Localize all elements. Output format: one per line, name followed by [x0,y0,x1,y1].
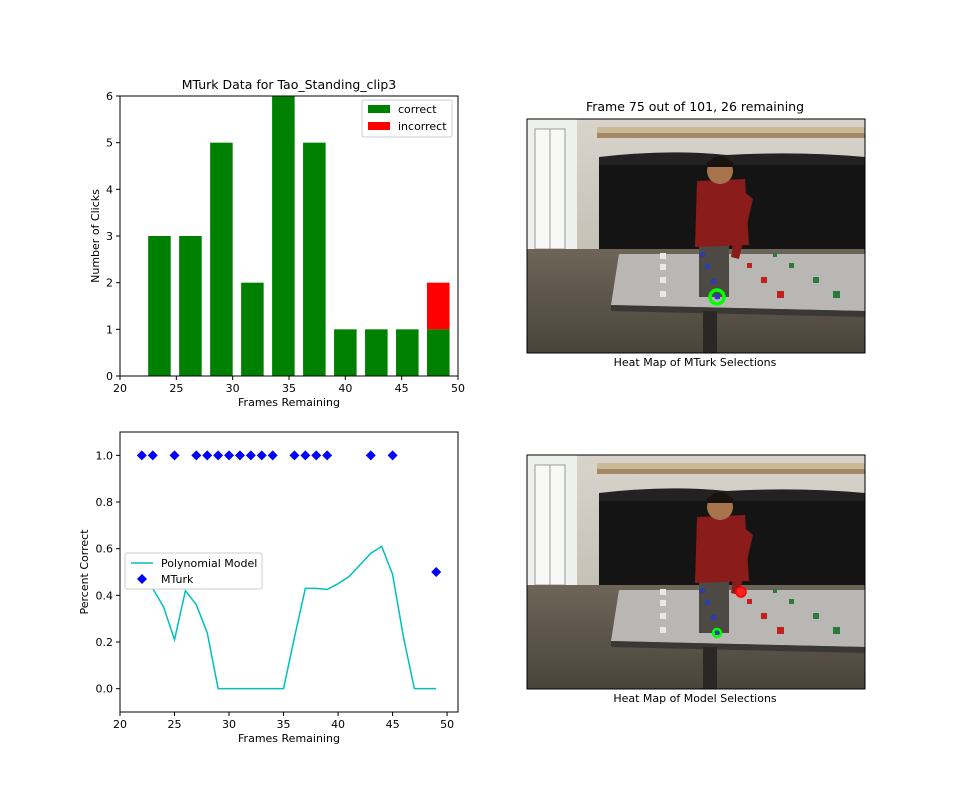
mturk-heatmap-panel: Frame 75 out of 101, 26 remaining Heat M… [526,99,866,369]
bar-chart-title: MTurk Data for Tao_Standing_clip3 [182,77,397,92]
y-tick-label: 3 [106,230,113,243]
model-selection-marker-green [711,627,723,639]
legend-label-mturk: MTurk [161,573,194,586]
mturk-point [267,450,278,461]
mturk-point [147,450,158,461]
x-tick-label: 35 [277,718,291,731]
x-tick-label: 50 [451,382,465,395]
frame-title: Frame 75 out of 101, 26 remaining [586,99,804,114]
bar-correct-0 [148,236,171,376]
legend-label-incorrect: incorrect [398,120,447,133]
bar-correct-8 [396,329,419,376]
video-frame-image [526,118,866,354]
x-tick-label: 45 [386,718,400,731]
mturk-point [289,450,300,461]
bar-correct-6 [334,329,357,376]
video-frame-image-model [526,454,866,690]
y-tick-label: 0.6 [96,543,114,556]
x-tick-label: 25 [169,382,183,395]
y-tick-label: 0 [106,370,113,383]
mturk-point [322,450,333,461]
mturk-point [245,450,256,461]
x-tick-label: 40 [338,382,352,395]
x-tick-label: 40 [331,718,345,731]
y-tick-label: 6 [106,90,113,103]
legend-label-correct: correct [398,103,437,116]
mturk-point [387,450,398,461]
mturk-clicks-bar-chart: MTurk Data for Tao_Standing_clip3 20 25 30… [89,77,465,409]
bar-correct-3 [241,282,264,376]
mturk-selection-marker [708,288,726,306]
x-tick-label: 30 [222,718,236,731]
bar-correct-4 [272,96,295,376]
mturk-point [234,450,245,461]
mturk-image-frame [526,118,866,354]
mturk-point [202,450,213,461]
x-tick-label: 30 [226,382,240,395]
mturk-point [213,450,224,461]
bar-correct-1 [179,236,202,376]
x-tick-label: 45 [395,382,409,395]
legend-swatch-incorrect [368,122,390,130]
x-tick-label: 50 [440,718,454,731]
y-tick-label: 1.0 [96,449,114,462]
polynomial-model-line [141,545,437,690]
legend-swatch-correct [368,105,390,113]
y-tick-label: 0.8 [96,496,114,509]
mturk-point [224,450,235,461]
line-chart-xlabel: Frames Remaining [238,732,340,745]
mturk-point [191,450,202,461]
bar-correct-7 [365,329,388,376]
model-heatmap-panel: Heat Map of Model Selections [526,454,866,705]
mturk-point [300,450,311,461]
line-chart-ylabel: Percent Correct [78,529,91,615]
model-image-frame [526,454,866,690]
model-heatmap-caption: Heat Map of Model Selections [613,692,777,705]
y-tick-label: 5 [106,137,113,150]
legend-swatch-mturk [137,574,147,584]
x-tick-label: 35 [282,382,296,395]
bar-chart-xlabel: Frames Remaining [238,396,340,409]
mturk-point [256,450,267,461]
legend-label-polynomial: Polynomial Model [161,557,257,570]
mturk-point [431,567,442,577]
y-tick-label: 1 [106,323,113,336]
y-tick-label: 4 [106,183,113,196]
line-chart-legend: Polynomial Model MTurk [124,552,263,590]
y-tick-label: 0.4 [96,589,114,602]
x-tick-label: 25 [168,718,182,731]
bar-chart-legend: correct incorrect [361,99,453,138]
bar-correct-2 [210,142,233,376]
x-tick-label: 20 [113,382,127,395]
y-tick-label: 0.0 [96,683,114,696]
y-tick-label: 0.2 [96,636,114,649]
line-chart-frame [119,431,459,713]
y-tick-label: 2 [106,277,113,290]
bar-correct-9 [427,329,450,376]
mturk-point [365,450,376,461]
mturk-heatmap-caption: Heat Map of MTurk Selections [614,356,777,369]
mturk-point [311,450,322,461]
mturk-point [169,450,180,461]
bar-correct-5 [303,142,326,376]
x-tick-label: 20 [113,718,127,731]
mturk-point [136,450,147,461]
percent-correct-chart: 20 25 30 35 40 45 50 0.0 0.2 0.4 0.6 0.8 1.0 Frames… [78,431,459,745]
bar-chart-ylabel: Number of Clicks [89,189,102,283]
model-selection-marker-red [735,586,747,598]
bar-incorrect-9 [427,282,450,330]
